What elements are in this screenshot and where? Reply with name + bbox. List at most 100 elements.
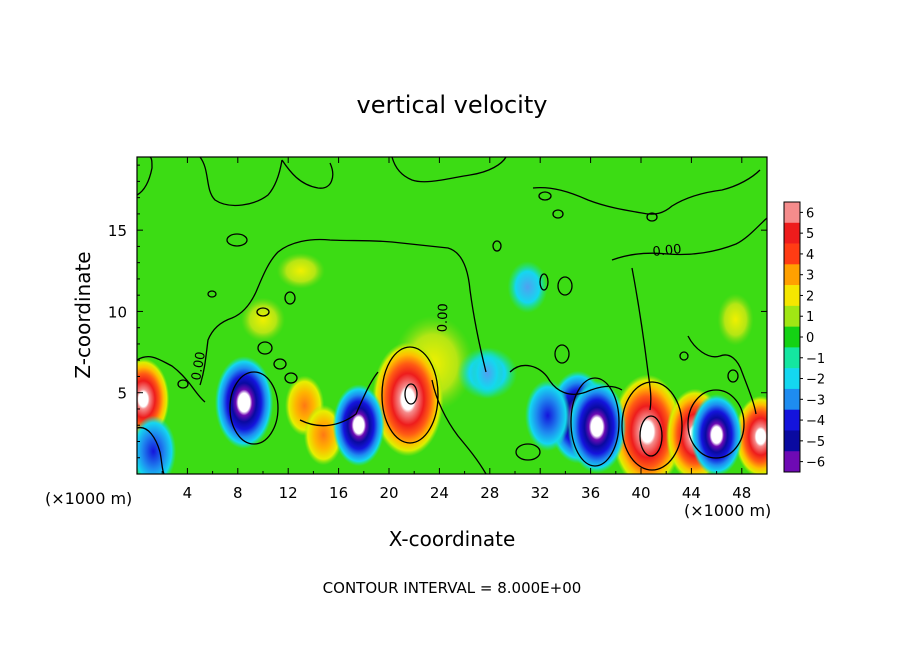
colorbar-label: 4 — [806, 248, 814, 263]
y-tick-label: 10 — [108, 303, 127, 321]
y-tick-label: 15 — [108, 222, 127, 240]
downdraft-core — [470, 348, 504, 399]
colorbar-swatch — [784, 451, 800, 473]
colorbar-swatch — [784, 388, 800, 410]
colorbar-swatch — [784, 347, 800, 369]
colorbar-label: −3 — [806, 393, 825, 408]
x-tick-label: 8 — [233, 484, 243, 502]
downdraft-core — [332, 384, 385, 467]
zero-contour-loop — [687, 389, 745, 459]
zero-contour-loop — [226, 233, 248, 247]
zero-contour-line — [509, 364, 623, 395]
contour-label: 0.00 — [435, 303, 451, 332]
zero-contour-line — [137, 157, 153, 196]
x-tick-label: 44 — [682, 484, 701, 502]
colorbar-label: 0 — [806, 331, 814, 346]
colorbar-swatch — [784, 264, 800, 286]
x-axis-label: X-coordinate — [389, 527, 516, 551]
updraft-core — [611, 374, 683, 474]
x-axis-unit-left: (×1000 m) — [45, 489, 132, 508]
zero-contour-line — [391, 157, 507, 183]
colorbar-swatch — [784, 243, 800, 265]
x-tick-label: 16 — [329, 484, 348, 502]
colorbar-swatch — [784, 326, 800, 348]
ambient-anomaly — [241, 297, 285, 342]
zero-contour-loop — [207, 290, 217, 298]
zero-contour-loop — [554, 344, 570, 364]
ambient-anomaly — [507, 261, 548, 314]
downdraft-core — [214, 356, 274, 449]
downdraft-core — [690, 393, 743, 474]
colorbar-label: 3 — [806, 269, 814, 284]
zero-contour-line — [431, 379, 487, 474]
colorbar-label: −5 — [806, 435, 825, 450]
x-axis-unit-right: (×1000 m) — [684, 501, 771, 520]
x-tick-label: 24 — [430, 484, 449, 502]
core-contour-loop — [404, 383, 418, 405]
colorbar-label: −2 — [806, 373, 825, 388]
velocity-field — [137, 252, 767, 474]
zero-contour-loop — [646, 212, 658, 222]
zero-contour-line — [199, 157, 334, 207]
colorbar-swatch — [784, 409, 800, 431]
colorbar-label: 6 — [806, 206, 814, 221]
zero-contour-line — [199, 238, 487, 386]
core-contour-loop — [639, 415, 663, 457]
zero-contour-line — [299, 371, 379, 427]
x-tick-label: 32 — [531, 484, 550, 502]
zero-contour-loop — [727, 369, 739, 383]
zero-contour-loop — [492, 240, 502, 252]
zero-contour-loop — [256, 307, 270, 317]
zero-contour-loop — [570, 377, 620, 467]
zero-contour-loop — [621, 381, 683, 471]
colorbar-swatch — [784, 222, 800, 244]
zero-contour-line — [137, 356, 206, 403]
x-tick-label: 4 — [183, 484, 193, 502]
ambient-anomaly — [717, 293, 754, 346]
y-axis: 5 10 15 — [108, 164, 767, 459]
colorbar-label: 5 — [806, 227, 814, 242]
colorbar-swatch — [784, 430, 800, 452]
x-tick-label: 40 — [631, 484, 650, 502]
x-tick-label: 28 — [480, 484, 499, 502]
zero-contour-loop — [539, 273, 549, 291]
zero-contour-line — [532, 169, 761, 215]
zero-contours — [137, 157, 767, 474]
zero-contour-loop — [284, 372, 298, 384]
zero-contour-loop — [381, 346, 439, 444]
zero-contour-line — [611, 217, 767, 261]
y-tick-label: 5 — [117, 385, 127, 403]
colorbar-swatch — [784, 368, 800, 390]
zero-contour-loop — [177, 379, 189, 389]
heatmap-plot-area: 0.000.000.00 4 8 12 16 20 24 28 32 36 40 44 48 5101… — [108, 156, 768, 502]
x-tick-label: 12 — [279, 484, 298, 502]
x-tick-label: 20 — [379, 484, 398, 502]
zero-contour-loop — [557, 276, 573, 296]
downdraft-core — [567, 380, 627, 474]
colorbar-label: −6 — [806, 456, 825, 471]
contour-labels: 0.00 0.00 0.00 — [189, 242, 682, 382]
contour-interval-note: CONTOUR INTERVAL = 8.000E+00 — [323, 579, 582, 597]
zero-contour-loop — [538, 191, 552, 201]
zero-contour-loop — [229, 371, 279, 445]
colorbar: 6 5 4 3 2 1 0 −1 −2 −3 −4 −5 −6 — [783, 201, 825, 473]
zero-contour-loop — [552, 209, 564, 219]
zero-contour-loop — [679, 351, 689, 361]
zero-contour-line — [137, 426, 165, 474]
colorbar-swatch — [784, 202, 800, 224]
ambient-anomaly — [276, 252, 325, 289]
colorbar-label: 1 — [806, 310, 814, 325]
contour-label: 0.00 — [189, 351, 209, 382]
colorbar-label: −4 — [806, 414, 825, 429]
colorbar-label: 2 — [806, 289, 814, 304]
plot-frame — [136, 156, 768, 475]
chart-title: vertical velocity — [357, 91, 548, 119]
zero-contour-loop — [515, 443, 541, 461]
zero-contour-loop — [273, 358, 287, 370]
colorbar-swatch — [784, 305, 800, 327]
zero-contour-line — [631, 267, 757, 415]
x-tick-label: 36 — [581, 484, 600, 502]
x-axis: 4 8 12 16 20 24 28 32 36 40 44 48 — [161, 157, 751, 502]
colorbar-swatch — [784, 285, 800, 307]
